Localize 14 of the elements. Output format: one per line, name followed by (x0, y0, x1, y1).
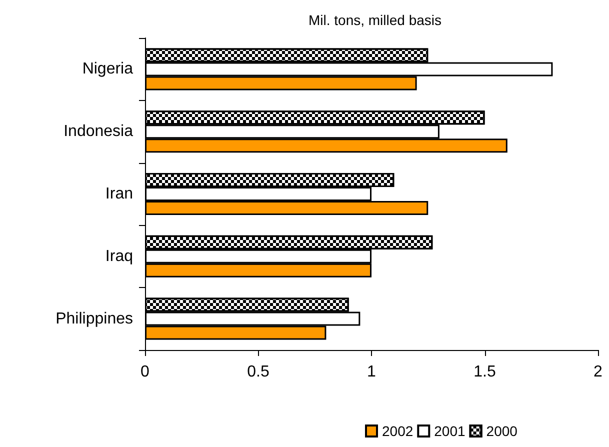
x-tick-label: 0 (140, 364, 150, 380)
legend-label: 2002 (382, 423, 414, 439)
x-tick-label: 0.5 (247, 364, 270, 380)
y-tick-label: Iraq (105, 248, 133, 265)
chart-title: Mil. tons, milled basis (308, 12, 442, 28)
legend-label: 2001 (434, 423, 466, 439)
legend-label: 2000 (486, 423, 518, 439)
y-tick-label: Philippines (56, 310, 133, 328)
y-tick-label: Indonesia (64, 123, 134, 140)
x-tick-label: 2 (594, 364, 603, 380)
x-tick-label: 1 (367, 364, 376, 380)
x-tick-label: 1.5 (474, 364, 496, 380)
y-tick-label: Nigeria (82, 60, 134, 78)
y-tick-label: Iran (105, 186, 133, 202)
